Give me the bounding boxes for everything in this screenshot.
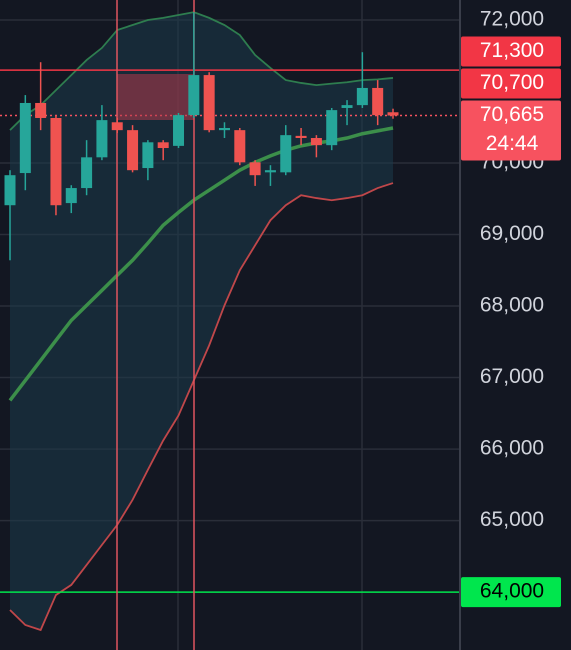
y-tick-label: 72,000 xyxy=(480,8,544,31)
band-fill xyxy=(10,12,393,630)
y-tick-label: 67,000 xyxy=(480,365,544,388)
candle-body xyxy=(142,142,154,169)
candle-body xyxy=(218,127,230,131)
y-tick-label: 66,000 xyxy=(480,437,544,460)
last-price-box xyxy=(461,100,561,161)
countdown-label: 24:44 xyxy=(486,132,539,155)
background-layer xyxy=(0,0,460,650)
candle-body xyxy=(326,110,338,146)
price-label-box xyxy=(461,577,561,608)
candle-body xyxy=(157,142,169,149)
candle-body xyxy=(249,162,261,176)
candle-body xyxy=(35,102,47,118)
price-label: 71,300 xyxy=(480,39,544,62)
candle-body xyxy=(188,75,200,116)
price-label-box xyxy=(461,36,561,67)
indicator-line xyxy=(9,11,394,131)
candle-body xyxy=(19,102,31,174)
candle-body xyxy=(81,157,93,189)
candle-body xyxy=(4,175,16,206)
candle-body xyxy=(341,105,353,108)
candle-body xyxy=(372,87,384,116)
candle-body xyxy=(203,75,215,131)
candle-body xyxy=(111,122,123,131)
candle-body xyxy=(280,135,292,173)
candle-body xyxy=(173,115,185,146)
candle-body xyxy=(264,170,276,173)
candle-body xyxy=(65,188,77,204)
indicator-line xyxy=(9,182,394,632)
price-label: 70,700 xyxy=(480,71,544,94)
y-tick-label: 68,000 xyxy=(480,294,544,317)
foreground-layer: 72,00070,00069,00068,00067,00066,00065,0… xyxy=(4,8,561,608)
y-tick-label: 69,000 xyxy=(480,222,544,245)
candle-body xyxy=(295,135,307,139)
candle-body xyxy=(387,112,399,116)
price-label-box xyxy=(461,68,561,99)
candle-body xyxy=(127,130,139,171)
price-label: 64,000 xyxy=(480,580,544,603)
y-tick-label: 65,000 xyxy=(480,508,544,531)
last-price-label: 70,665 xyxy=(480,103,544,126)
highlight-zone xyxy=(117,74,194,120)
candle-body xyxy=(310,138,322,146)
candle-body xyxy=(50,117,62,206)
candle-body xyxy=(356,87,368,106)
candle-body xyxy=(234,130,246,163)
candle-body xyxy=(96,120,108,158)
